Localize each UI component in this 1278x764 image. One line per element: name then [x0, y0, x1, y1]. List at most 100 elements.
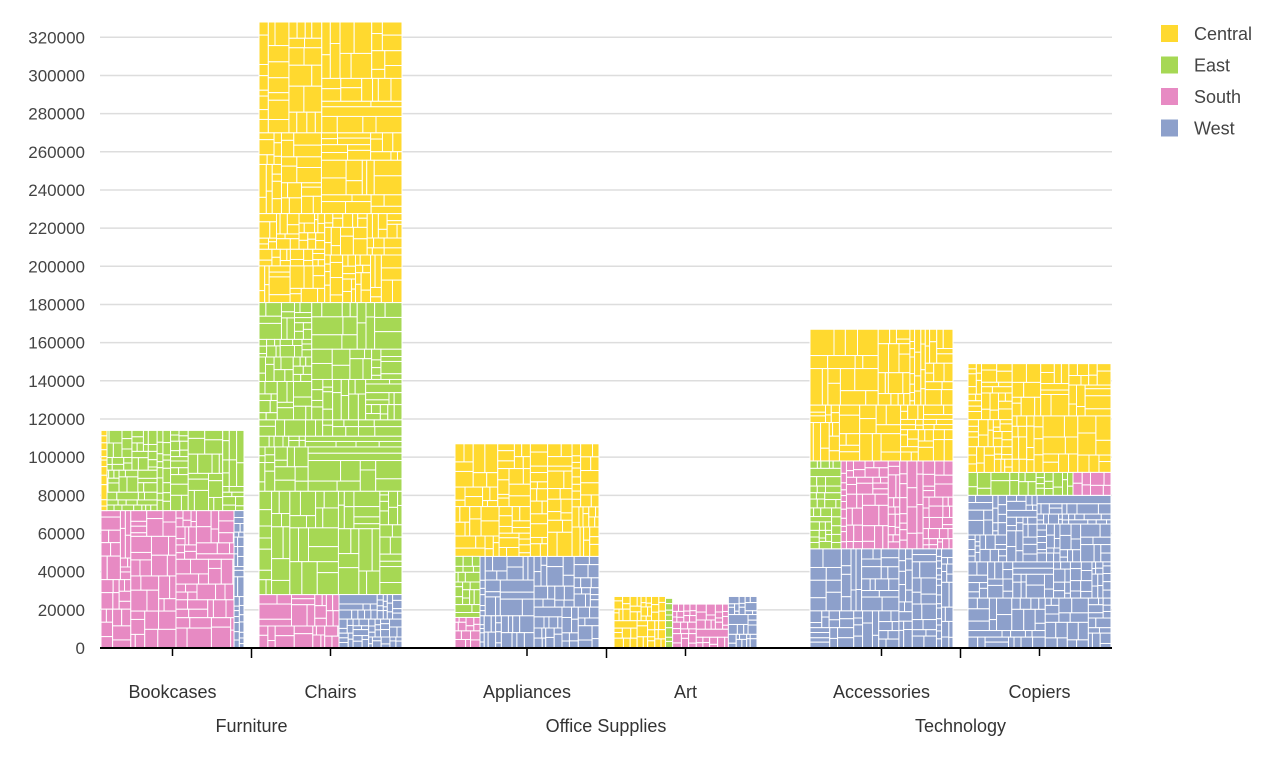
bar-cell [273, 142, 282, 157]
bar-cell [233, 553, 239, 568]
bar-cell [352, 635, 363, 642]
bar-cell [279, 260, 291, 267]
bar-cell [380, 636, 391, 645]
bar-cell [584, 617, 600, 627]
bar-cell [213, 496, 224, 512]
bar-cell [136, 442, 144, 452]
bar-cell [371, 50, 386, 70]
bar-cell [342, 254, 349, 267]
bar-cell [898, 343, 911, 355]
bar-cell [258, 63, 269, 77]
bar-cell [660, 638, 666, 649]
bar-cell [981, 369, 998, 383]
bar-cell [977, 419, 989, 436]
bar-cell [924, 381, 943, 391]
bar-cell [929, 328, 938, 343]
bar-cell [878, 590, 900, 598]
bar-cell [922, 538, 930, 546]
bar-cell [640, 595, 647, 604]
bar-cell [376, 610, 384, 620]
x-axis-ticks [171, 648, 1041, 658]
bar-cell [909, 348, 916, 358]
bar-cell [977, 636, 986, 649]
bar-cell [845, 507, 853, 526]
bar-cell [1080, 561, 1093, 572]
bar-cell [869, 578, 876, 592]
bar-cell [1015, 516, 1024, 524]
bar-segment [258, 302, 403, 596]
bar-cell [893, 497, 901, 508]
bar-cell [314, 594, 323, 607]
bar-cell [1084, 395, 1112, 410]
bar-cell [457, 621, 467, 632]
bar-cell [1020, 636, 1034, 649]
bar-cell [454, 604, 473, 614]
bar-cell [258, 548, 273, 571]
bar-cell [100, 459, 108, 468]
bar-cell [380, 254, 403, 269]
bar-cell [1098, 461, 1112, 473]
bar-cell [1033, 454, 1044, 473]
bar-cell [1044, 597, 1052, 606]
bar-cell [1012, 573, 1022, 583]
bar-cell [924, 362, 935, 374]
bar-cell [258, 154, 268, 165]
bar-cell [1064, 592, 1071, 599]
bar-cell [878, 467, 889, 478]
bar-cell [280, 311, 295, 319]
bar-cell [978, 582, 989, 589]
bar-cell [687, 621, 697, 630]
bar-cell [307, 446, 403, 454]
bar-cell [162, 510, 177, 523]
bar-cell [270, 393, 278, 402]
bar-cell [274, 459, 288, 468]
bar-cell [351, 609, 359, 620]
bar-cell [967, 486, 978, 496]
bar-cell [350, 288, 357, 304]
bar-cell [258, 419, 276, 427]
legend-item[interactable]: East [1161, 56, 1230, 76]
bar-cell [709, 636, 719, 645]
bar-cell [818, 529, 827, 539]
bar-cell [974, 534, 981, 543]
bar-cell [374, 331, 403, 350]
bar-cell [516, 632, 525, 649]
bar-cell [943, 460, 954, 476]
bar-cell [233, 631, 240, 641]
bar-cell [935, 418, 954, 426]
bar-cell [573, 577, 582, 589]
legend-item[interactable]: Central [1161, 24, 1252, 44]
legend-item[interactable]: South [1161, 87, 1241, 107]
bar-cell [258, 237, 269, 245]
bar-cell [967, 386, 977, 395]
bar-cell [1060, 561, 1071, 570]
bar-cell [1087, 617, 1097, 629]
bar-cell [855, 548, 863, 591]
bar-cell [1027, 481, 1037, 496]
bar-cell [909, 400, 916, 406]
bar-cell [975, 363, 983, 374]
bar-cell [1091, 585, 1099, 599]
bar-cell [529, 513, 549, 525]
bar-cell [315, 507, 324, 529]
bar-cell [816, 460, 822, 469]
bar-cell [1045, 534, 1055, 549]
bar-cell [654, 629, 659, 640]
bar-cell [899, 522, 908, 531]
bar-cell [975, 379, 983, 395]
bar-cell [292, 338, 303, 347]
bar-cell [1020, 581, 1027, 599]
bar-cell [170, 434, 180, 442]
bar-cell [895, 474, 901, 499]
legend-item[interactable]: West [1161, 119, 1235, 139]
bar-cell [337, 504, 345, 530]
bar-cell [824, 485, 842, 494]
bar-cell [311, 21, 323, 39]
bar-cell [553, 633, 563, 649]
bar-cell [349, 358, 364, 380]
bar-cell [497, 460, 515, 470]
bar-cell [672, 603, 680, 612]
bar-cell [341, 334, 358, 350]
bar-cell [547, 585, 556, 600]
y-tick-label: 120000 [28, 410, 85, 429]
